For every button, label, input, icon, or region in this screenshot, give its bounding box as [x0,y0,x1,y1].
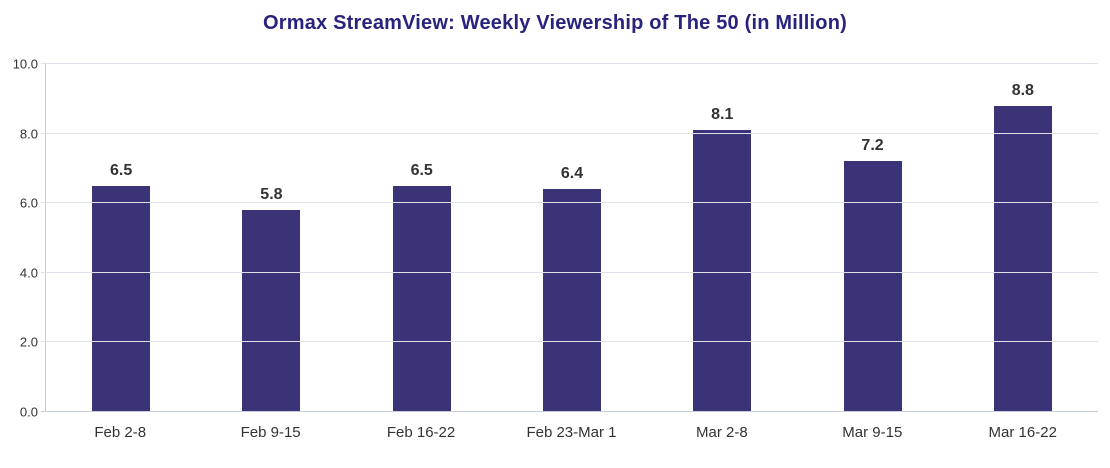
y-tick-label: 6.0 [19,195,38,211]
y-tick-label: 2.0 [19,334,38,350]
y-tick-label: 0.0 [19,404,38,420]
y-tick-label: 8.0 [19,126,38,142]
bar [242,210,301,412]
bar-slot: 7.2 [797,64,947,412]
y-tick-label: 4.0 [19,265,38,281]
bar [92,185,151,412]
x-tick-label: Feb 2-8 [94,424,147,441]
x-tick-label: Mar 2-8 [696,424,748,441]
bar-slot: 8.8 [948,64,1098,412]
plot-area: 6.5 5.8 6.5 6.4 8.1 7.2 8.8 [41,63,1098,412]
bar [693,130,752,412]
bar-slot: 6.5 [46,64,196,412]
bar [993,105,1052,412]
gridline [41,202,1098,204]
y-axis-labels: 0.0 2.0 4.0 6.0 8.0 10.0 [0,58,38,419]
bar-value-label: 8.1 [711,106,734,124]
x-tick-label: Feb 9-15 [240,424,301,441]
bar-slot: 6.4 [497,64,647,412]
x-axis-labels: Feb 2-8 Feb 9-15 Feb 16-22 Feb 23-Mar 1 Mar … [45,424,1098,442]
bar-value-label: 5.8 [260,186,283,204]
gridline [41,411,1098,412]
bar-value-label: 6.5 [110,161,133,179]
chart-title: Ormax StreamView: Weekly Viewership of T… [262,12,847,34]
bar-value-label: 6.5 [410,161,433,179]
gridline [41,341,1098,343]
x-tick-label: Feb 23-Mar 1 [526,424,617,441]
x-tick-label: Mar 16-22 [988,424,1057,441]
bar [392,185,451,412]
bar-value-label: 6.4 [560,165,584,183]
bar [542,189,601,412]
x-tick-label: Feb 16-22 [386,424,456,441]
bar-value-label: 7.2 [861,137,884,155]
bars-layer: 6.5 5.8 6.5 6.4 8.1 7.2 8.8 [46,64,1098,412]
bar-value-label: 8.8 [1011,81,1034,99]
gridline [41,63,1098,64]
x-tick-label: Mar 9-15 [842,424,903,441]
gridline [41,271,1098,273]
bar-slot: 6.5 [347,64,497,412]
gridline [41,132,1098,134]
bar [843,161,902,412]
y-tick-label: 10.0 [12,56,38,72]
bar-slot: 5.8 [196,64,346,412]
bar-slot: 8.1 [647,64,797,412]
